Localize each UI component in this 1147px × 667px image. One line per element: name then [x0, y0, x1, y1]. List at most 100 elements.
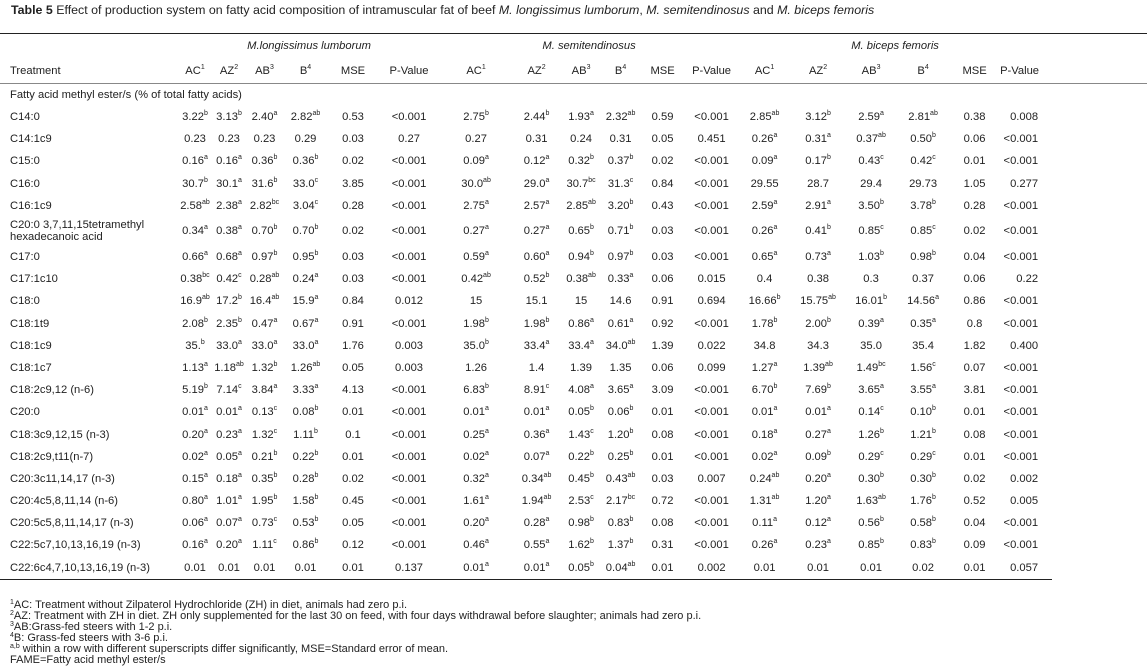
table-cell: <0.001	[1000, 246, 1052, 268]
table-cell: 6.83b	[440, 379, 512, 401]
significance-letter: a	[273, 383, 278, 391]
table-cell: <0.001	[685, 512, 738, 534]
cell-value: 0.09	[963, 539, 986, 552]
table-cell: 3.13b	[212, 106, 246, 128]
table-cell: 33.0c	[283, 173, 328, 195]
significance-letter: c	[314, 176, 319, 184]
significance-letter: a	[485, 427, 489, 435]
significance-letter: a	[273, 110, 278, 118]
table-cell: 0.18a	[212, 468, 246, 490]
table-cell: 0.15a	[178, 468, 212, 490]
cell-value: 0.05	[568, 406, 590, 419]
significance-letter: a	[237, 250, 242, 258]
cell-value: 1.26	[465, 361, 487, 374]
table-cell: 0.02	[328, 468, 378, 490]
table-cell: 1.35	[601, 357, 640, 379]
cell-value: 0.42	[216, 273, 239, 286]
table-cell: 0.25a	[440, 423, 512, 445]
table-cell: 1.03b	[845, 246, 897, 268]
table-cell: 0.50b	[897, 128, 949, 150]
significance-letter: b	[273, 471, 278, 479]
table-cell: 0.38bc	[178, 268, 212, 290]
cell-value: <0.001	[391, 111, 427, 124]
table-cell: 33.4a	[512, 335, 561, 357]
table-cell: 0.01	[845, 556, 898, 580]
table-cell: 0.01a	[440, 556, 513, 580]
table-cell: 0.20a	[440, 512, 512, 534]
significance-letter: c	[880, 224, 884, 232]
significance-letter: a	[237, 494, 242, 502]
table-cell: 2.58ab	[178, 195, 212, 217]
table-cell: 0.43ab	[601, 468, 640, 490]
table-cell: 0.23	[212, 128, 246, 150]
cell-value: 0.42	[461, 273, 484, 286]
significance-letter: a	[935, 294, 940, 302]
column-footnote-ref: 2	[541, 63, 546, 71]
table-cell: 2.32ab	[601, 106, 640, 128]
significance-letter: c	[932, 449, 936, 457]
table-cell: 0.25b	[601, 446, 640, 468]
cell-value: 29.73	[909, 177, 938, 190]
table-cell: 0.12a	[791, 512, 845, 534]
cell-value: 0.01	[805, 406, 827, 419]
significance-letter: a	[629, 316, 634, 324]
significance-letter: c	[932, 360, 936, 368]
cell-value: <0.001	[1003, 251, 1039, 264]
significance-letter: b	[827, 449, 831, 457]
cell-value: 1.32	[251, 361, 274, 374]
significance-letter: a	[932, 316, 936, 324]
cell-value: 28.7	[807, 177, 829, 190]
cell-value: 29.0	[523, 177, 546, 190]
table-cell: 0.451	[685, 128, 738, 150]
cell-value: 0.20	[182, 428, 204, 441]
table-cell: <0.001	[685, 106, 738, 128]
table-cell: 7.69b	[791, 379, 845, 401]
significance-letter: b	[273, 250, 278, 258]
table-cell: 0.53b	[283, 512, 328, 534]
significance-letter: b	[273, 224, 278, 232]
cell-value: 33.0	[251, 339, 274, 352]
cell-value: <0.001	[694, 111, 729, 124]
row-fatty-acid: C20:5c5,8,11,14,17 (n-3)	[10, 517, 134, 530]
column-footnote-ref: 4	[307, 63, 312, 71]
significance-letter: b	[590, 250, 594, 258]
cell-value: 8.91	[523, 384, 546, 397]
cell-value: <0.001	[694, 155, 729, 168]
footnote-marker: 1	[10, 599, 14, 606]
significance-letter: b	[314, 538, 319, 546]
table-cell: 0.05b	[561, 401, 601, 423]
table-cell: 0.27a	[512, 217, 561, 246]
cell-value: 0.015	[697, 273, 726, 286]
significance-letter: b	[932, 405, 936, 413]
table-cell: 0.01a	[791, 401, 845, 423]
cell-value: <0.001	[391, 539, 427, 552]
significance-letter: a	[545, 516, 550, 524]
table-cell: 0.36a	[512, 423, 561, 445]
table-cell: 0.27	[440, 128, 512, 150]
cell-value: 0.97	[251, 251, 274, 264]
table-cell: 0.01a	[512, 401, 561, 423]
cell-value: 30.1	[216, 177, 238, 190]
table-row: C18:2c9,t11(n-7) 0.02a 0.05a 0.21b 0.22b 0.01…	[0, 446, 1147, 468]
cell-value: 17.2	[216, 295, 238, 308]
significance-letter: a	[485, 250, 489, 258]
table-cell: 0.18a	[738, 423, 791, 445]
table-cell: 0.05b	[561, 556, 602, 580]
significance-letter: a	[827, 405, 831, 413]
column-header-b: B4	[283, 59, 328, 84]
cell-value: 0.23	[805, 539, 827, 552]
table-row: C18:0 16.9ab 17.2b 16.4ab 15.9a 0.84 0.012 15 15…	[0, 290, 1147, 312]
cell-value: 0.002	[1010, 472, 1039, 485]
significance-letter: b	[203, 110, 208, 118]
cell-value: 0.22	[292, 450, 315, 463]
table-cell: 0.34a	[178, 217, 212, 246]
cell-value: 0.38	[807, 273, 829, 286]
table-cell: 0.95b	[283, 246, 328, 268]
column-header-ac: AC1	[178, 59, 212, 84]
table-cell: 1.20a	[791, 490, 845, 512]
significance-letter: a	[773, 405, 778, 413]
cell-value: 0.04	[963, 517, 986, 530]
significance-letter: a	[203, 538, 208, 546]
significance-letter: a	[314, 272, 319, 280]
table-cell: <0.001	[1000, 195, 1052, 217]
